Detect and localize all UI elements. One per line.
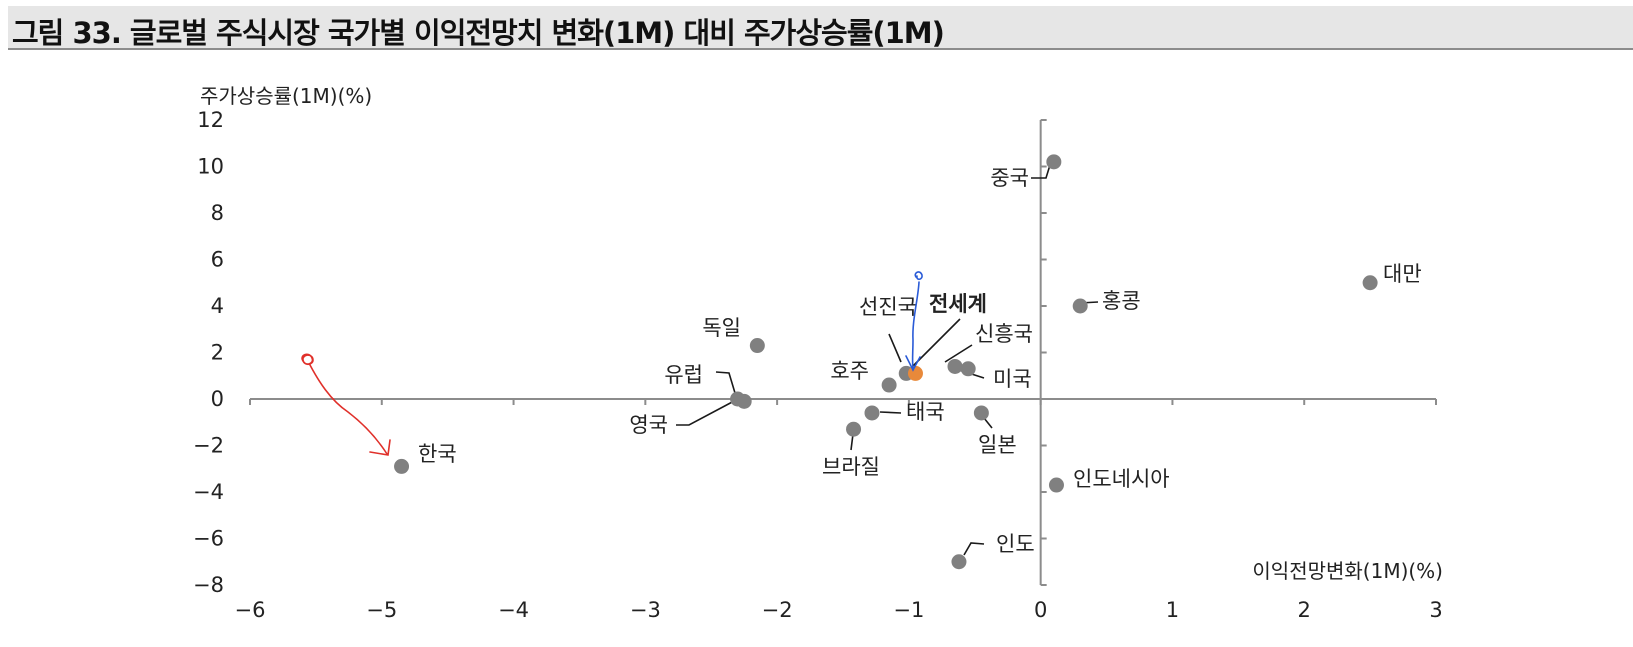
x-tick-label: −4 <box>498 598 529 622</box>
point-label: 신흥국 <box>975 322 1033 346</box>
y-tick-label: −4 <box>193 480 224 504</box>
red-arrow-head <box>369 439 391 456</box>
data-point <box>736 393 752 409</box>
point-label: 한국 <box>418 442 457 466</box>
point-label: 선진국 <box>859 295 917 319</box>
point-label: 인도네시아 <box>1073 467 1170 491</box>
point-label: 미국 <box>993 367 1032 391</box>
x-tick-label: 3 <box>1429 598 1442 622</box>
leader-line <box>715 371 736 394</box>
x-tick-label: 1 <box>1166 598 1179 622</box>
leader-line <box>676 399 737 426</box>
leader-line <box>963 542 985 556</box>
data-point <box>1046 154 1062 170</box>
point-label: 홍콩 <box>1102 289 1141 313</box>
data-point <box>960 361 976 377</box>
data-point <box>1072 298 1088 314</box>
data-point <box>1048 477 1064 493</box>
point-label: 브라질 <box>822 455 880 479</box>
y-tick-label: −8 <box>193 573 224 597</box>
data-point <box>1362 275 1378 291</box>
point-label: 중국 <box>990 166 1029 190</box>
x-tick-label: −2 <box>762 598 793 622</box>
leader-line <box>888 333 902 363</box>
data-point <box>864 405 880 421</box>
data-point <box>846 421 862 437</box>
data-point <box>907 365 923 381</box>
y-tick-label: 8 <box>211 201 224 225</box>
chart-title: 그림 33. 글로벌 주식시장 국가별 이익전망치 변화(1M) 대비 주가상승… <box>12 16 945 50</box>
data-point <box>973 405 989 421</box>
point-label: 독일 <box>702 316 741 340</box>
data-point <box>951 554 967 570</box>
red-arrow-annotation <box>301 353 391 456</box>
x-tick-label: 0 <box>1034 598 1047 622</box>
point-label: 영국 <box>629 413 668 437</box>
blue-arrow-annotation <box>905 271 923 372</box>
data-points <box>394 154 1378 570</box>
point-label: 호주 <box>830 359 869 383</box>
leader-line <box>911 318 961 368</box>
y-tick-label: 10 <box>197 155 224 179</box>
axes <box>249 119 1437 586</box>
title-bar: 그림 33. 글로벌 주식시장 국가별 이익전망치 변화(1M) 대비 주가상승… <box>8 6 1633 50</box>
data-point <box>947 358 963 374</box>
point-label: 태국 <box>906 400 945 424</box>
axis-titles: 주가상승률(1M)(%) 이익전망변화(1M)(%) <box>200 84 1443 583</box>
data-point <box>749 338 765 354</box>
x-tick-label: −1 <box>893 598 924 622</box>
x-tick-label: −6 <box>235 598 266 622</box>
y-tick-label: 12 <box>197 108 224 132</box>
data-point <box>394 458 410 474</box>
hand-drawn-annotations <box>301 271 923 456</box>
leader-line <box>879 411 902 414</box>
point-label: 유럽 <box>664 363 703 387</box>
blue-scribble <box>914 271 923 281</box>
x-tick-label: 2 <box>1298 598 1311 622</box>
red-arrow-line <box>309 364 388 455</box>
blue-arrow-line <box>911 281 920 369</box>
point-label: 인도 <box>996 532 1035 556</box>
point-label: 전세계 <box>929 292 987 316</box>
data-point <box>881 377 897 393</box>
y-tick-label: 4 <box>211 294 224 318</box>
y-tick-label: 2 <box>211 341 224 365</box>
blue-arrow-head <box>905 355 921 372</box>
y-tick-label: 0 <box>211 387 224 411</box>
leader-line <box>944 344 973 363</box>
point-label: 대만 <box>1383 262 1422 286</box>
leader-lines <box>676 164 1099 556</box>
x-axis-title: 이익전망변화(1M)(%) <box>1252 559 1443 583</box>
y-tick-label: −6 <box>193 527 224 551</box>
x-tick-label: −3 <box>630 598 661 622</box>
point-label: 일본 <box>978 433 1017 457</box>
x-tick-label: −5 <box>366 598 397 622</box>
y-tick-label: 6 <box>211 248 224 272</box>
red-scribble <box>301 353 314 366</box>
y-axis-title: 주가상승률(1M)(%) <box>200 84 372 108</box>
y-tick-label: −2 <box>193 434 224 458</box>
leader-line <box>1031 164 1051 179</box>
